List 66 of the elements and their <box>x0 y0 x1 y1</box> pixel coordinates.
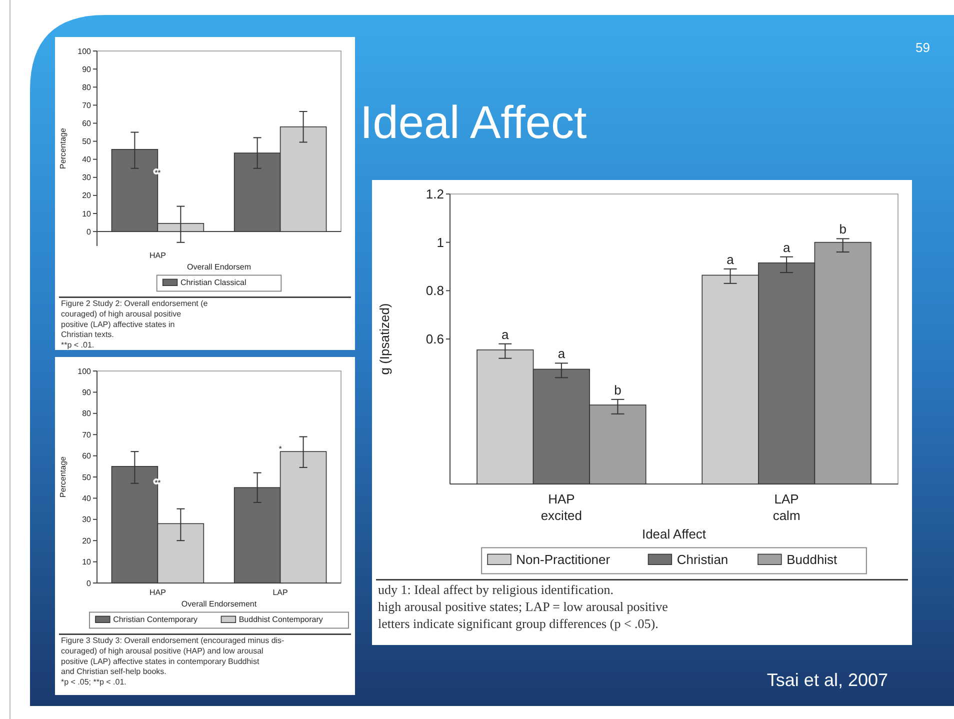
caption: Figure 3 Study 3: Overall endorsement (encouraged minus dis- <box>61 636 285 645</box>
y-tick-label: 30 <box>82 173 92 182</box>
y-tick-label: 100 <box>78 46 92 56</box>
y-tick-label: 70 <box>82 430 92 440</box>
y-axis-title: g (Ipsatized) <box>376 303 392 375</box>
x-axis-title: Ideal Affect <box>642 526 706 542</box>
y-tick-label: 0.8 <box>426 283 444 298</box>
y-tick-label: 80 <box>82 82 92 92</box>
annotation: * <box>278 444 282 454</box>
legend-label: Non-Practitioner <box>516 552 611 567</box>
data-label: b <box>839 222 846 237</box>
data-label: a <box>726 252 735 267</box>
legend-label: Buddhist Contemporary <box>238 615 323 624</box>
y-tick-label: 0 <box>86 227 92 236</box>
x-tick-label: HAP excited <box>540 492 582 523</box>
legend-label: Buddhist <box>786 552 838 567</box>
legend-label: Christian <box>676 552 728 567</box>
text: and Christian self-help books. <box>61 667 166 676</box>
y-tick-label: 60 <box>82 119 92 128</box>
text: couraged) of high arousal positive (HAP) and low arousal <box>61 646 264 656</box>
x-tick-label: LAP calm <box>772 492 800 523</box>
data-label: a <box>782 240 791 255</box>
text: *p < .05; **p < .01. <box>61 678 126 687</box>
text: 59 <box>916 40 930 55</box>
y-tick-label: 1.2 <box>426 186 444 202</box>
text: letters indicate significant group differences (p < .05). <box>378 616 658 631</box>
x-axis-title: Overall Endorsement <box>181 600 258 609</box>
y-tick-label: 1 <box>436 234 444 250</box>
y-tick-label: 0.6 <box>426 332 444 347</box>
y-tick-label: 60 <box>82 452 92 461</box>
y-tick-label: 0 <box>86 578 92 588</box>
y-tick-label: 50 <box>82 137 92 146</box>
y-axis-title: Percentage <box>58 127 68 169</box>
y-tick-label: 90 <box>82 64 92 74</box>
legend-label: Christian Contemporary <box>113 615 198 624</box>
text: **p < .01. <box>61 340 94 350</box>
x-tick-label: HAP <box>149 251 166 260</box>
y-tick-label: 90 <box>82 388 92 397</box>
text: Tsai et al, 2007 <box>766 670 888 690</box>
x-tick-label: LAP <box>272 588 288 597</box>
y-tick-label: 20 <box>82 191 92 200</box>
text: Ideal Affect <box>360 96 587 148</box>
text: couraged) of high arousal positive <box>61 309 182 318</box>
text: positive (LAP) affective states in <box>61 320 175 329</box>
text: Christian texts. <box>61 330 114 340</box>
text: high arousal positive states; LAP = low arousal positive <box>378 598 668 614</box>
y-tick-label: 30 <box>82 515 92 524</box>
y-tick-label: 80 <box>82 409 92 418</box>
y-tick-label: 70 <box>82 100 92 110</box>
caption: Figure 2 Study 2: Overall endorsement (e <box>61 299 208 308</box>
text: positive (LAP) affective states in contemporary Buddhist <box>61 656 260 666</box>
y-tick-label: 50 <box>82 472 92 482</box>
data-label: a <box>502 326 510 342</box>
y-tick-label: 40 <box>82 494 92 503</box>
y-tick-label: 10 <box>82 558 92 567</box>
legend-label: Christian Classical <box>180 278 246 288</box>
data-label: b <box>614 382 622 398</box>
y-tick-label: 10 <box>82 209 92 218</box>
y-tick-label: 40 <box>82 155 92 164</box>
y-axis-title: Percentage <box>58 456 68 498</box>
x-axis-title: Overall Endorsem <box>186 262 252 272</box>
x-tick-label: HAP <box>149 588 166 597</box>
data-label: a <box>558 346 566 362</box>
y-tick-label: 20 <box>82 536 92 546</box>
y-tick-label: 100 <box>78 366 92 376</box>
text: udy 1: Ideal affect by religious identification. <box>378 582 614 597</box>
